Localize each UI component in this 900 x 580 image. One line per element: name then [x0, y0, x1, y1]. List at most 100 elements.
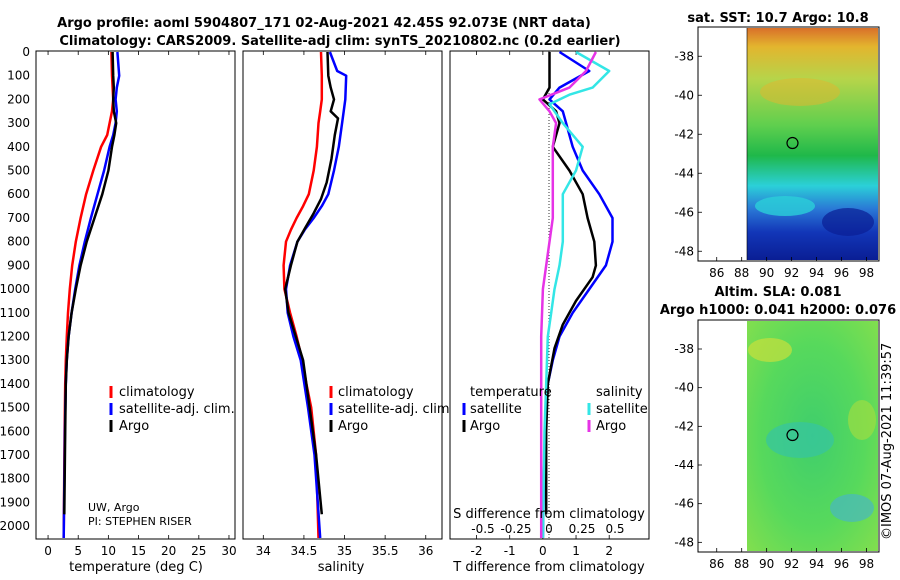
legend-label-climatology: climatology [338, 385, 414, 400]
x-tick-label: 10 [101, 544, 116, 558]
depth-tick-label: 900 [7, 258, 30, 272]
depth-tick-label: 100 [7, 69, 30, 83]
depth-tick-label: 400 [7, 140, 30, 154]
x-tick-label: 2 [605, 544, 613, 558]
top-tick-label: 0.25 [569, 522, 596, 536]
map-y-tick-label: -38 [674, 342, 694, 356]
x-tick-label: 25 [191, 544, 206, 558]
map-y-tick-label: -38 [674, 49, 694, 63]
x-tick-label: 0 [44, 544, 52, 558]
legend-label-argo: Argo [338, 419, 368, 434]
temperature-series [62, 51, 121, 539]
salinity-panel: 34 34.5 35 35.5 36 salinity climatology sate… [242, 50, 454, 575]
difference-panel: -2 -1 0 1 2 T difference from climatology S … [449, 50, 650, 575]
depth-tick-label: 1200 [0, 329, 30, 343]
depth-axis: 0 100 200 300 400 500 600 700 800 900 1000 1100 1200… [0, 45, 649, 533]
map-y-tick-label: -46 [674, 205, 694, 219]
map-x-tick-label: 90 [759, 557, 774, 571]
map-y-tick-label: -46 [674, 497, 694, 511]
map-y-tick-label: -48 [674, 244, 694, 258]
top-tick-label: 0.5 [605, 522, 624, 536]
depth-tick-label: 0 [22, 45, 30, 59]
depth-tick-label: 1600 [0, 424, 30, 438]
depth-tick-label: 1300 [0, 353, 30, 367]
depth-tick-label: 2000 [0, 519, 30, 533]
sla-y-ticks: -38 -40 -42 -44 -46 -48 [674, 342, 702, 549]
argo-position-marker [786, 428, 799, 442]
map-x-tick-label: 86 [709, 266, 724, 280]
argo-position-marker [786, 136, 799, 150]
map-x-tick-label: 88 [734, 266, 749, 280]
x-tick-label: 34.5 [291, 544, 318, 558]
difference-legend: temperature satellite Argo salinity sate… [462, 385, 648, 434]
sla-map-panel: Altim. SLA: 0.081 Argo h1000: 0.041 h200… [660, 285, 896, 571]
depth-tick-label: 1700 [0, 448, 30, 462]
map-y-tick-label: -44 [674, 166, 694, 180]
legend-label-argo: Argo [119, 419, 149, 434]
map-x-tick-label: 86 [709, 557, 724, 571]
map-x-tick-label: 98 [859, 557, 874, 571]
map-x-tick-label: 90 [759, 266, 774, 280]
legend-label-satellite-adj-clim: satellite-adj. clim. [119, 402, 235, 417]
series-line-satellite-adj-clim- [284, 51, 348, 539]
temperature-panel: 0 5 10 15 20 25 30 temperature (deg C) climato… [35, 50, 237, 575]
depth-tick-label: 1400 [0, 377, 30, 391]
map-y-tick-label: -40 [674, 381, 694, 395]
map-x-tick-label: 92 [784, 557, 799, 571]
series-line-argo [63, 51, 118, 515]
depth-tick-label: 300 [7, 116, 30, 130]
credit-line1: UW, Argo [88, 501, 140, 514]
sst-map-panel: sat. SST: 10.7 Argo: 10.8 86 88 90 92 94 96 98… [674, 11, 880, 280]
sla-high-patch [748, 338, 792, 362]
map-x-tick-label: 98 [859, 266, 874, 280]
series-line-argo [283, 51, 340, 515]
x-tick-label: 15 [131, 544, 146, 558]
sla-x-ticks: 86 88 90 92 94 96 98 [709, 548, 874, 571]
sst-cold-patch [822, 208, 874, 236]
map-y-tick-label: -40 [674, 88, 694, 102]
x-tick-label: 30 [221, 544, 236, 558]
x-tick-label: 35.5 [372, 544, 399, 558]
map-x-tick-label: 96 [834, 557, 849, 571]
x-tick-label: -2 [471, 544, 483, 558]
map-x-tick-label: 94 [809, 557, 824, 571]
temperature-x-ticks: 0 5 10 15 20 25 30 [44, 51, 237, 558]
sst-x-ticks: 86 88 90 92 94 96 98 [709, 257, 874, 280]
legend-label-temp-argo: Argo [470, 419, 500, 434]
legend-heading-salinity: salinity [596, 385, 643, 400]
sst-map-title: sat. SST: 10.7 Argo: 10.8 [687, 11, 868, 26]
top-tick-label: 0 [545, 522, 553, 536]
x-tick-label: 1 [572, 544, 580, 558]
credit-line2: PI: STEPHEN RISER [88, 515, 192, 528]
map-y-tick-label: -44 [674, 458, 694, 472]
depth-tick-label: 1800 [0, 472, 30, 486]
difference-x-label: T difference from climatology [452, 560, 645, 575]
salinity-axes-frame [242, 50, 443, 540]
map-x-tick-label: 96 [834, 266, 849, 280]
difference-axes-frame [449, 50, 650, 540]
top-tick-label: -0.25 [500, 522, 531, 536]
salinity-series [282, 51, 348, 539]
salinity-x-ticks: 34 34.5 35 35.5 36 [256, 51, 433, 558]
x-tick-label: -1 [504, 544, 516, 558]
sla-map-title-line2: Argo h1000: 0.041 h2000: 0.076 [660, 303, 896, 318]
sla-low-patch [766, 422, 834, 458]
series-line-salinity-satellite [541, 50, 611, 539]
legend-label-sal-satellite: satellite [596, 402, 648, 417]
depth-tick-label: 1000 [0, 282, 30, 296]
depth-tick-label: 200 [7, 92, 30, 106]
x-tick-label: 5 [74, 544, 82, 558]
map-y-tick-label: -42 [674, 127, 694, 141]
header-line2: Climatology: CARS2009. Satellite-adj cli… [59, 34, 620, 49]
map-x-tick-label: 88 [734, 557, 749, 571]
salinity-legend: climatology satellite-adj. clim. Argo [329, 385, 454, 434]
sst-warm-patch [760, 78, 840, 106]
legend-label-sal-argo: Argo [596, 419, 626, 434]
difference-top-ticks: -0.5 -0.25 0 0.25 0.5 [471, 522, 624, 536]
depth-tick-label: 600 [7, 187, 30, 201]
difference-series [538, 50, 614, 539]
series-line-temperature-argo [541, 52, 598, 515]
salinity-x-label: salinity [318, 560, 365, 575]
map-y-tick-label: -48 [674, 535, 694, 549]
